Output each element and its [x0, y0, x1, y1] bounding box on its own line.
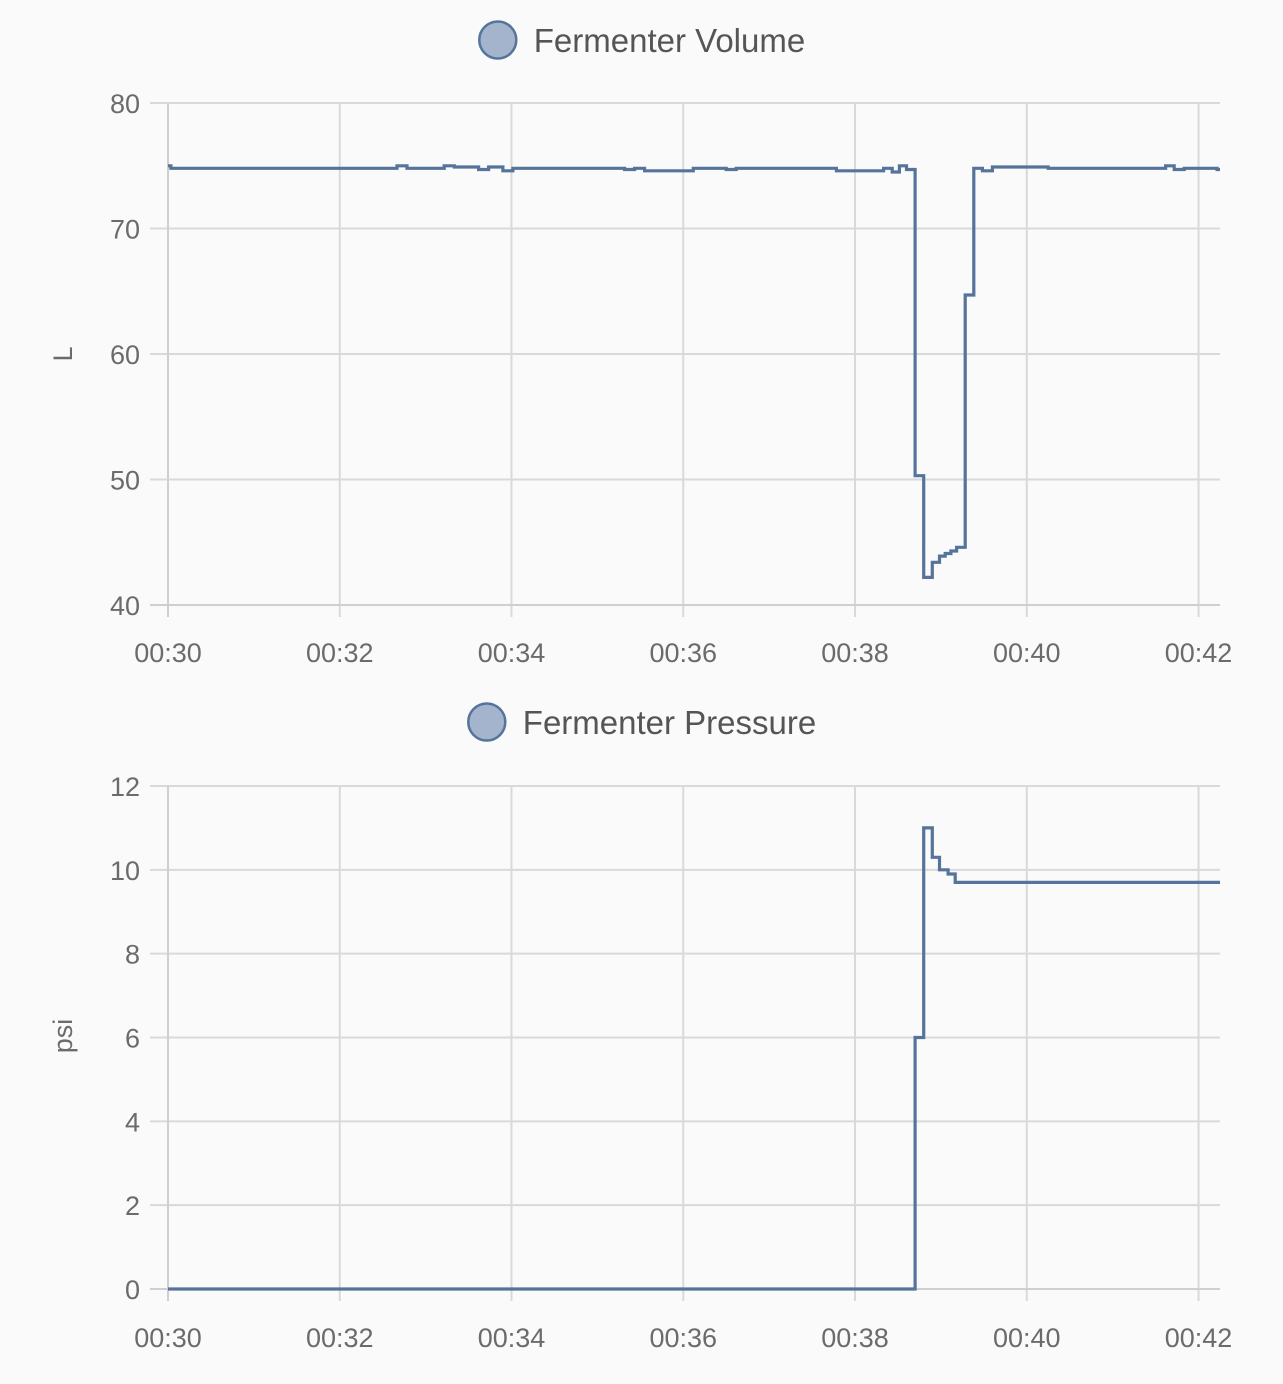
pressure-ytick-label: 2: [125, 1191, 140, 1221]
volume-ytick-label: 40: [110, 591, 140, 621]
volume-y-axis-title: L: [48, 346, 78, 361]
pressure-y-axis-title: psi: [48, 1019, 78, 1054]
pressure-legend-marker-icon: [467, 702, 507, 742]
volume-series-line: [168, 164, 1220, 579]
volume-xtick-label: 00:36: [649, 638, 717, 668]
pressure-xtick-label: 00:34: [478, 1323, 546, 1353]
pressure-xtick-label: 00:36: [649, 1323, 717, 1353]
pressure-xtick-label: 00:38: [821, 1323, 889, 1353]
pressure-ytick-label: 12: [110, 772, 140, 802]
volume-ytick-label: 80: [110, 89, 140, 119]
volume-ytick-label: 50: [110, 466, 140, 496]
volume-xtick-label: 00:42: [1165, 638, 1233, 668]
pressure-ytick-label: 8: [125, 940, 140, 970]
volume-xtick-label: 00:30: [134, 638, 202, 668]
volume-xtick-label: 00:40: [993, 638, 1061, 668]
fermenter-pressure-chart: Fermenter Pressure 12 10 8 6 4 2 0 00:30 00:32 00:…: [48, 702, 1233, 1353]
volume-axes: [150, 103, 1220, 617]
pressure-legend[interactable]: Fermenter Pressure: [467, 702, 816, 742]
volume-ytick-label: 70: [110, 215, 140, 245]
volume-grid: [150, 102, 1220, 617]
pressure-xtick-label: 00:40: [993, 1323, 1061, 1353]
pressure-ytick-label: 6: [125, 1024, 140, 1054]
pressure-xtick-label: 00:42: [1165, 1323, 1233, 1353]
pressure-ytick-label: 10: [110, 856, 140, 886]
pressure-ytick-label: 0: [125, 1275, 140, 1305]
volume-xtick-label: 00:32: [306, 638, 374, 668]
pressure-axes: [150, 786, 1220, 1301]
volume-legend-marker-icon: [478, 20, 518, 60]
pressure-legend-label: Fermenter Pressure: [523, 704, 816, 741]
pressure-xtick-label: 00:32: [306, 1323, 374, 1353]
fermenter-volume-chart: Fermenter Volume 80 70 60 50 40 00:30 00:32 00:3…: [48, 20, 1233, 668]
volume-legend-label: Fermenter Volume: [534, 22, 805, 59]
pressure-series-line: [168, 826, 1220, 1291]
volume-xtick-label: 00:34: [478, 638, 546, 668]
pressure-ytick-label: 4: [125, 1107, 140, 1137]
volume-xtick-label: 00:38: [821, 638, 889, 668]
volume-legend[interactable]: Fermenter Volume: [478, 20, 805, 60]
volume-ytick-label: 60: [110, 340, 140, 370]
pressure-grid: [150, 785, 1220, 1301]
pressure-xtick-label: 00:30: [134, 1323, 202, 1353]
